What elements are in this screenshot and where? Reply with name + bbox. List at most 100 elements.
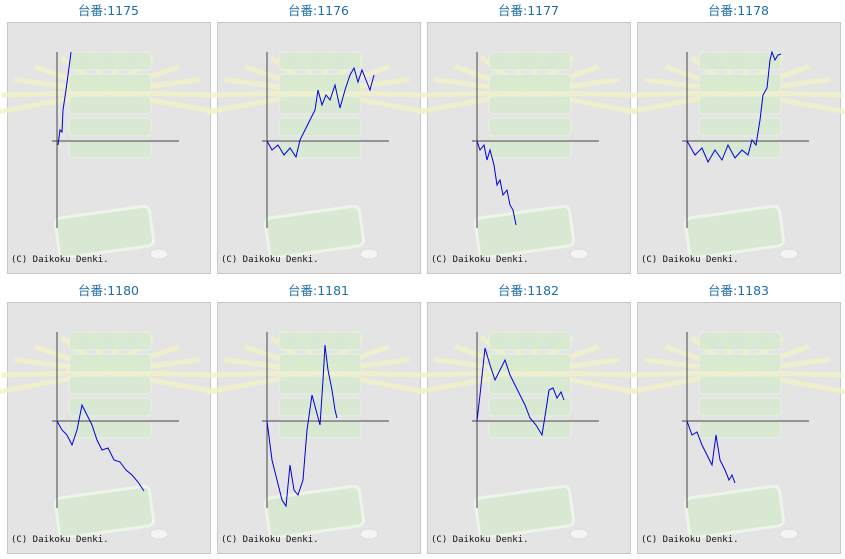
bg-coin <box>149 528 169 540</box>
bg-tray <box>488 117 572 137</box>
bg-tray <box>683 204 786 260</box>
bg-tray <box>278 375 362 395</box>
bg-ray <box>316 89 428 115</box>
bg-tray <box>53 204 156 260</box>
bg-tray <box>278 397 362 417</box>
bg-tray <box>53 484 156 540</box>
bg-tray <box>68 375 152 395</box>
bg-ray <box>106 369 218 395</box>
bg-tray <box>473 484 576 540</box>
bg-ray <box>631 89 738 98</box>
copyright: (C) Daikoku Denki. <box>641 535 739 545</box>
bg-tray <box>698 353 782 373</box>
bg-coin <box>569 248 589 260</box>
graph-line <box>476 140 517 226</box>
bg-tray <box>68 419 152 439</box>
bg-coin <box>359 528 379 540</box>
bg-tray <box>698 139 782 159</box>
graph-line <box>476 347 565 437</box>
graph-panel: (C) Daikoku Denki. <box>0 302 218 554</box>
bg-ray <box>526 369 638 395</box>
bg-tray <box>68 353 152 373</box>
bg-tray <box>488 95 572 115</box>
bg-ray <box>526 89 633 98</box>
bg-ray <box>416 369 528 395</box>
bg-tray <box>698 117 782 137</box>
bg-tray <box>68 331 152 351</box>
bg-tray <box>698 95 782 115</box>
panel-title: 台番:1182 <box>498 283 559 298</box>
bg-ray <box>211 89 318 98</box>
bg-coin <box>779 248 799 260</box>
bg-ray <box>631 369 738 378</box>
bg-tray <box>488 375 572 395</box>
bg-coin <box>569 528 589 540</box>
bg-ray <box>526 369 633 378</box>
bg-ray <box>526 89 638 115</box>
bg-tray <box>263 484 366 540</box>
copyright: (C) Daikoku Denki. <box>221 535 319 545</box>
bg-ray <box>316 369 428 395</box>
bg-tray <box>68 117 152 137</box>
bg-ray <box>421 89 528 98</box>
bg-ray <box>736 89 845 115</box>
panel-title: 台番:1183 <box>708 283 769 298</box>
bg-ray <box>736 369 843 378</box>
bg-tray <box>473 204 576 260</box>
graph-panel: (C) Daikoku Denki. <box>206 302 428 554</box>
bg-tray <box>263 204 366 260</box>
bg-tray <box>698 73 782 93</box>
bg-tray <box>488 353 572 373</box>
bg-ray <box>206 369 318 395</box>
bg-tray <box>278 51 362 71</box>
bg-tray <box>488 139 572 159</box>
bg-tray <box>278 139 362 159</box>
bg-tray <box>278 331 362 351</box>
bg-tray <box>488 397 572 417</box>
bg-tray <box>698 375 782 395</box>
bg-coin <box>359 248 379 260</box>
bg-tray <box>683 484 786 540</box>
bg-ray <box>626 89 738 115</box>
graph-line <box>686 420 736 484</box>
panel-title: 台番:1177 <box>498 3 559 18</box>
bg-tray <box>698 331 782 351</box>
bg-ray <box>206 89 318 115</box>
bg-ray <box>316 369 423 378</box>
bg-tray <box>68 95 152 115</box>
bg-coin <box>149 248 169 260</box>
graph-line <box>686 50 782 164</box>
graph-panel: (C) Daikoku Denki. <box>626 302 845 554</box>
graph-panel: (C) Daikoku Denki. <box>206 22 428 274</box>
copyright: (C) Daikoku Denki. <box>11 255 109 265</box>
panel-title: 台番:1181 <box>288 283 349 298</box>
graph-line <box>266 66 375 159</box>
bg-ray <box>106 89 218 115</box>
graph-panel: (C) Daikoku Denki. <box>416 22 638 274</box>
bg-tray <box>278 353 362 373</box>
bg-ray <box>0 89 108 114</box>
bg-tray <box>488 331 572 351</box>
graph-line <box>266 344 338 508</box>
bg-tray <box>488 73 572 93</box>
bg-tray <box>698 419 782 439</box>
bg-ray <box>626 369 738 395</box>
graph-line <box>56 403 145 492</box>
bg-tray <box>68 73 152 93</box>
bg-tray <box>488 419 572 439</box>
graph-line <box>57 51 72 146</box>
panel-title: 台番:1175 <box>78 3 139 18</box>
copyright: (C) Daikoku Denki. <box>431 255 529 265</box>
bg-tray <box>68 139 152 159</box>
bg-ray <box>211 369 318 378</box>
bg-ray <box>1 89 108 98</box>
bg-ray <box>106 89 213 98</box>
bg-tray <box>278 117 362 137</box>
panel-title: 台番:1176 <box>288 3 349 18</box>
graph-panel: (C) Daikoku Denki. <box>626 22 845 274</box>
bg-ray <box>316 89 423 98</box>
bg-ray <box>736 369 845 395</box>
copyright: (C) Daikoku Denki. <box>641 255 739 265</box>
bg-ray <box>106 369 213 378</box>
